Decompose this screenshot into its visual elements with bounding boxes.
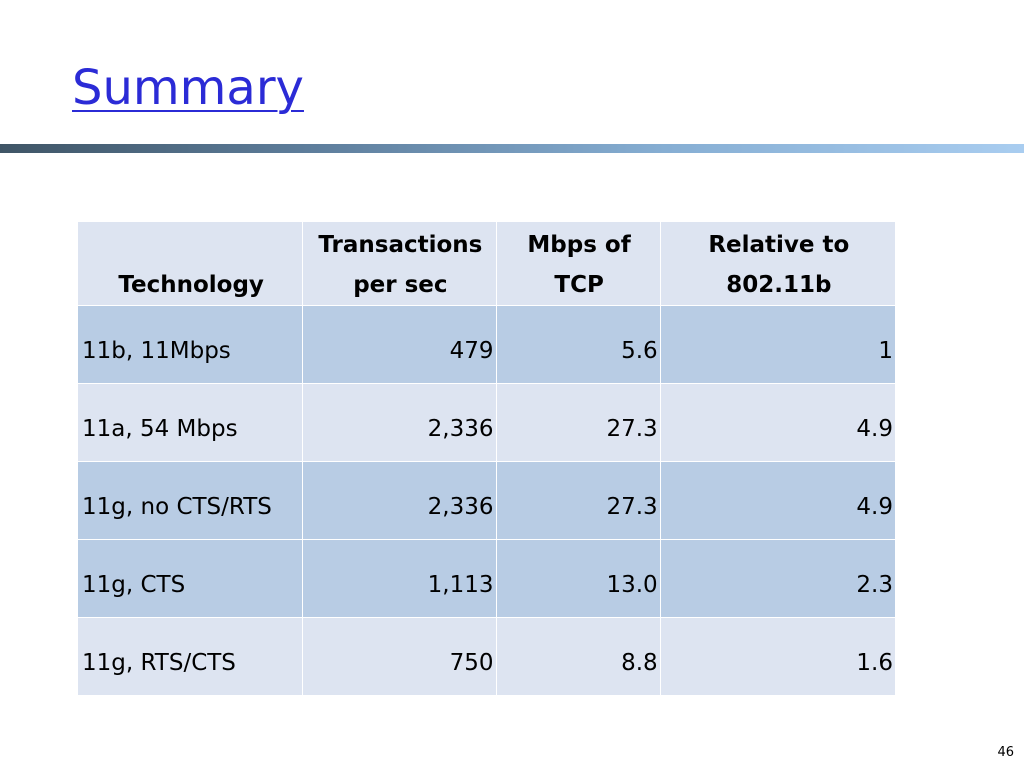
header-technology: Technology (76, 221, 304, 306)
cell-mbps-of-tcp: 27.3 (495, 461, 661, 540)
cell-technology: 11a, 54 Mbps (76, 383, 304, 462)
table-row: 11g, no CTS/RTS 2,336 27.3 4.9 (76, 461, 897, 540)
cell-transactions-per-sec: 2,336 (302, 461, 497, 540)
header-transactions-per-sec: Transactions per sec (302, 221, 497, 306)
header-rel-line2: 802.11b (726, 272, 832, 298)
table-row: 11b, 11Mbps 479 5.6 1 (76, 305, 897, 384)
page-number: 46 (997, 745, 1014, 760)
cell-relative: 1 (659, 305, 897, 384)
header-mbps-line1: Mbps of (527, 232, 631, 258)
table-row: 11a, 54 Mbps 2,336 27.3 4.9 (76, 383, 897, 462)
cell-relative: 4.9 (659, 383, 897, 462)
cell-relative: 1.6 (659, 617, 897, 696)
cell-mbps-of-tcp: 8.8 (495, 617, 661, 696)
header-rel-line1: Relative to (708, 232, 850, 258)
table-header-row: Technology Transactions per sec Mbps of … (76, 221, 897, 306)
cell-technology: 11g, RTS/CTS (76, 617, 304, 696)
table-row: 11g, RTS/CTS 750 8.8 1.6 (76, 617, 897, 696)
cell-transactions-per-sec: 479 (302, 305, 497, 384)
table-row: 11g, CTS 1,113 13.0 2.3 (76, 539, 897, 618)
header-technology-label: Technology (118, 272, 264, 298)
header-mbps-of-tcp: Mbps of TCP (495, 221, 661, 306)
cell-relative: 4.9 (659, 461, 897, 540)
cell-mbps-of-tcp: 5.6 (495, 305, 661, 384)
title-divider-bar (0, 144, 1024, 153)
header-tps-line2: per sec (353, 272, 448, 298)
cell-transactions-per-sec: 750 (302, 617, 497, 696)
cell-relative: 2.3 (659, 539, 897, 618)
cell-transactions-per-sec: 1,113 (302, 539, 497, 618)
cell-mbps-of-tcp: 27.3 (495, 383, 661, 462)
header-relative-to-80211b: Relative to 802.11b (659, 221, 897, 306)
cell-technology: 11b, 11Mbps (76, 305, 304, 384)
header-mbps-line2: TCP (554, 272, 604, 298)
cell-transactions-per-sec: 2,336 (302, 383, 497, 462)
cell-technology: 11g, CTS (76, 539, 304, 618)
cell-technology: 11g, no CTS/RTS (76, 461, 304, 540)
slide-title: Summary (72, 60, 304, 116)
cell-mbps-of-tcp: 13.0 (495, 539, 661, 618)
header-tps-line1: Transactions (318, 232, 483, 258)
summary-table: Technology Transactions per sec Mbps of … (76, 221, 897, 696)
